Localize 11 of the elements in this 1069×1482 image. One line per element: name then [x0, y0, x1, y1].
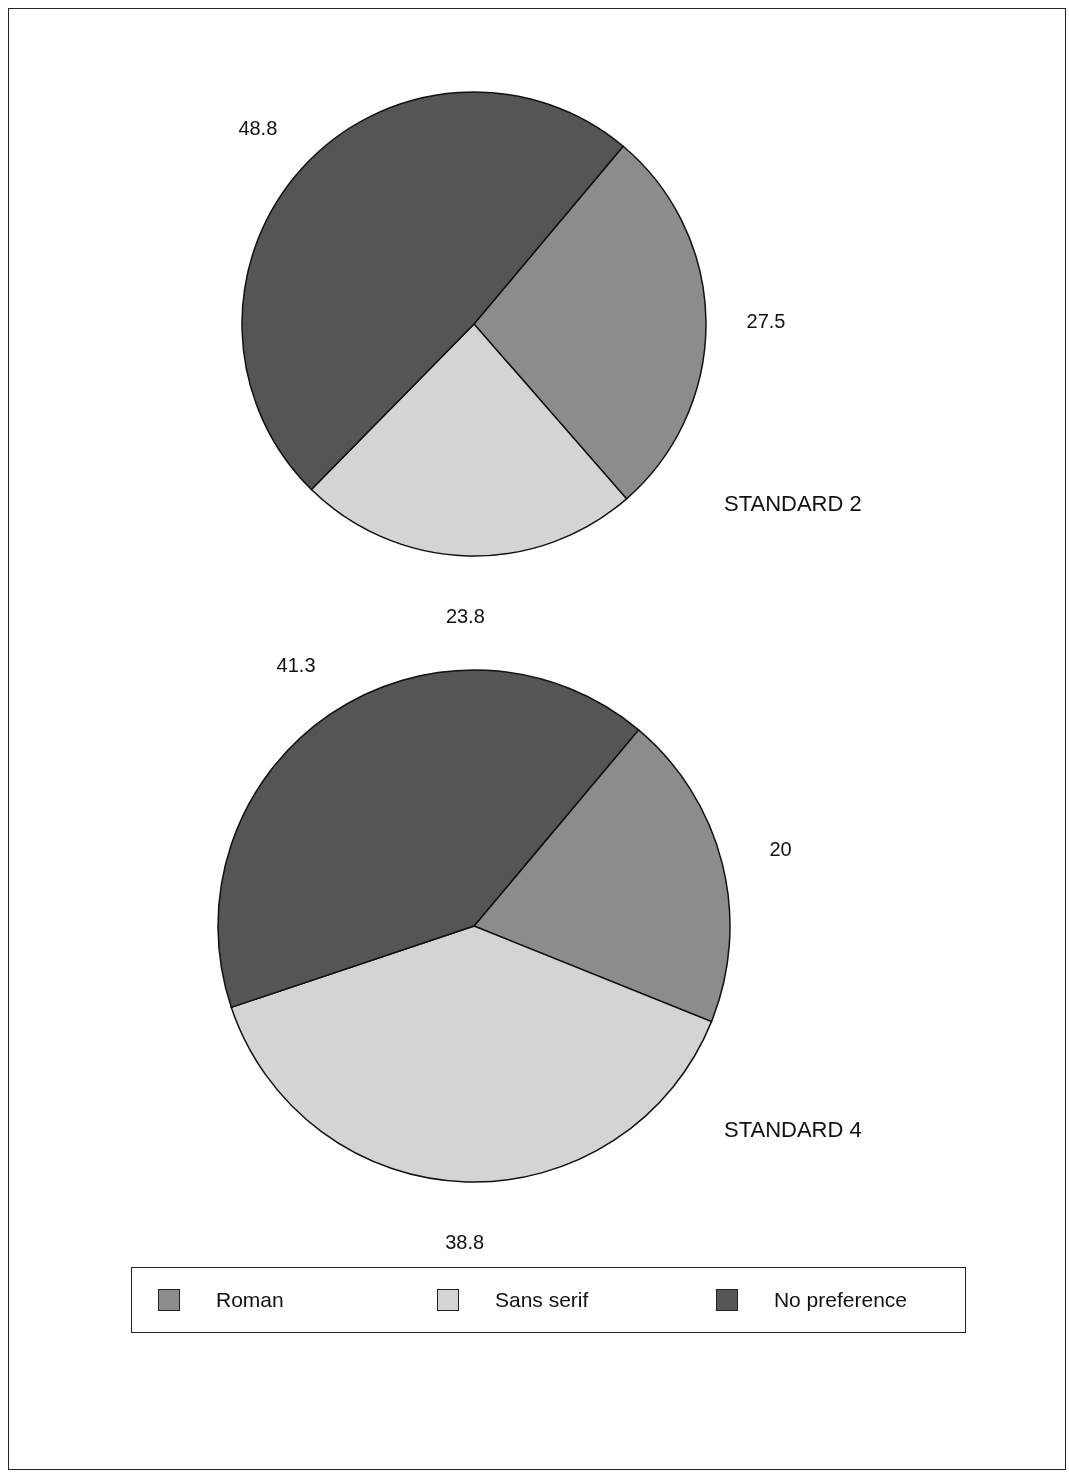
text: STANDARD 4: [724, 1117, 862, 1143]
legend-label: Roman: [216, 1288, 284, 1312]
legend-label: Sans serif: [494, 1288, 589, 1312]
data-label: 27.5: [746, 310, 786, 333]
data-label: 20: [769, 838, 792, 861]
data-label: 48.8: [238, 116, 278, 139]
text: STANDARD 2: [724, 491, 862, 517]
data-label: 41.3: [276, 653, 316, 676]
data-label: 23.8: [445, 604, 485, 627]
legend-label: No preference: [773, 1288, 908, 1312]
data-label: 38.8: [445, 1230, 485, 1253]
